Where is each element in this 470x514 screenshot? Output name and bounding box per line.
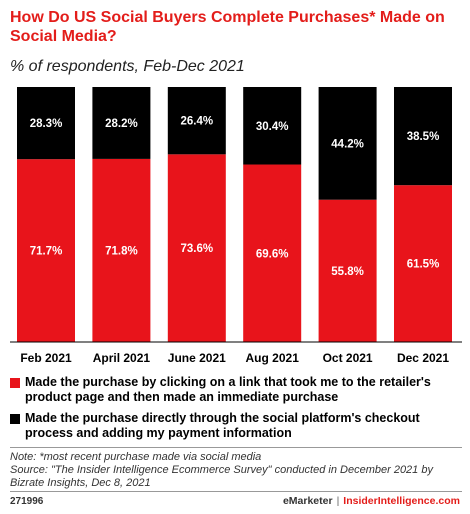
data-label-direct-checkout-aug-2021: 30.4% (256, 121, 289, 133)
bar-direct-checkout-oct-2021 (318, 87, 377, 200)
bar-link-purchase-feb-2021 (17, 159, 75, 342)
bar-direct-checkout-aug-2021 (243, 87, 302, 165)
x-tick-label-dec-2021: Dec 2021 (397, 351, 449, 365)
bar-link-purchase-dec-2021 (394, 185, 452, 342)
legend-label-direct-checkout: Made the purchase directly through the s… (25, 411, 420, 440)
data-label-link-purchase-dec-2021: 61.5% (407, 259, 440, 271)
note-text: Note: *most recent purchase made via soc… (10, 451, 262, 463)
bar-link-purchase-aug-2021 (243, 164, 302, 342)
x-tick-label-oct-2021: Oct 2021 (323, 351, 373, 365)
brand-emarketer: eMarketer (282, 495, 333, 507)
legend: Made the purchase by clicking on a link … (10, 375, 462, 447)
legend-swatch-red (10, 378, 20, 388)
data-label-link-purchase-oct-2021: 55.8% (331, 266, 364, 278)
data-label-link-purchase-april-2021: 71.8% (105, 245, 138, 257)
bar-link-purchase-april-2021 (92, 158, 151, 342)
chart-subtitle: % of respondents, Feb-Dec 2021 (10, 58, 245, 75)
bar-direct-checkout-feb-2021 (17, 87, 75, 160)
data-label-direct-checkout-june-2021: 26.4% (180, 116, 213, 128)
data-label-direct-checkout-oct-2021: 44.2% (331, 138, 364, 150)
data-label-link-purchase-feb-2021: 71.7% (30, 246, 63, 258)
divider-footer (10, 491, 462, 492)
data-label-link-purchase-june-2021: 73.6% (180, 243, 213, 255)
data-label-link-purchase-aug-2021: 69.6% (256, 248, 289, 260)
brand-insider-intelligence: InsiderIntelligence.com (343, 495, 460, 507)
data-label-direct-checkout-dec-2021: 38.5% (407, 131, 440, 143)
legend-item-link-purchase: Made the purchase by clicking on a link … (10, 375, 462, 405)
bar-direct-checkout-dec-2021 (394, 87, 452, 186)
source-text: Source: "The Insider Intelligence Ecomme… (10, 464, 433, 489)
x-tick-label-aug-2021: Aug 2021 (246, 351, 300, 365)
legend-swatch-black (10, 414, 20, 424)
x-tick-label-june-2021: June 2021 (168, 351, 226, 365)
divider-note (10, 447, 462, 448)
legend-label-link-purchase: Made the purchase by clicking on a link … (25, 375, 431, 404)
bar-direct-checkout-june-2021 (167, 87, 226, 155)
brand-separator: | (336, 495, 340, 507)
chart-id: 271996 (10, 496, 44, 507)
bar-direct-checkout-april-2021 (92, 87, 151, 159)
footer-brand: eMarketer | InsiderIntelligence.com (283, 495, 460, 507)
bar-link-purchase-oct-2021 (318, 199, 377, 342)
stacked-bar-chart: 71.7% 28.3% Feb 2021 71.8% 28.2% April 2021 73… (10, 87, 462, 365)
data-label-direct-checkout-feb-2021: 28.3% (30, 118, 63, 130)
x-tick-label-feb-2021: Feb 2021 (20, 351, 72, 365)
data-label-direct-checkout-april-2021: 28.2% (105, 118, 138, 130)
bar-link-purchase-june-2021 (167, 154, 226, 342)
legend-item-direct-checkout: Made the purchase directly through the s… (10, 411, 462, 441)
chart-title: How Do US Social Buyers Complete Purchas… (10, 9, 445, 45)
source-note: Note: *most recent purchase made via soc… (10, 451, 462, 490)
x-tick-label-april-2021: April 2021 (93, 351, 151, 365)
